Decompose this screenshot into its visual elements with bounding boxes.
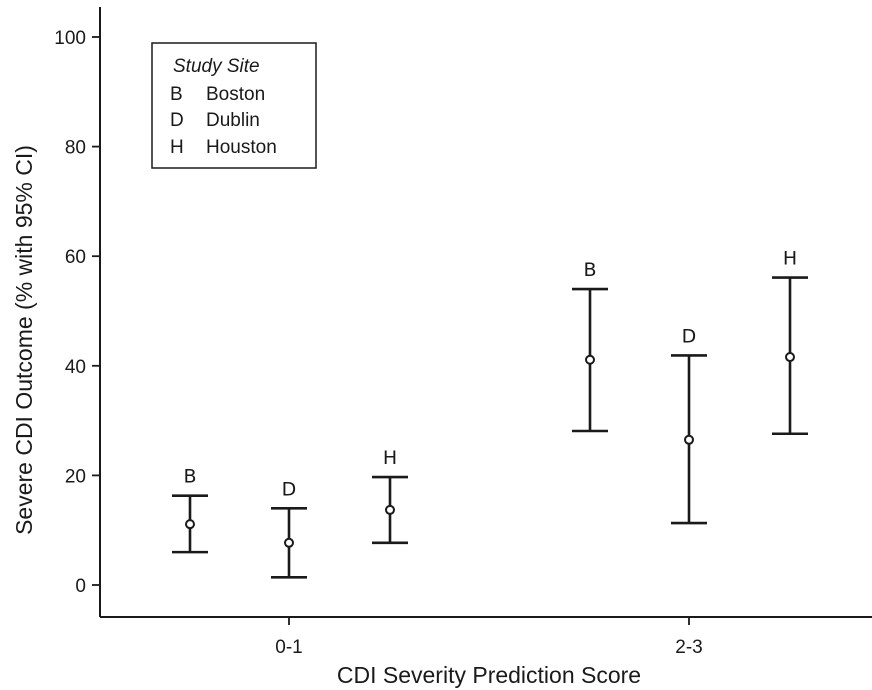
site-letter-label: H — [783, 248, 797, 270]
data-point — [385, 504, 395, 515]
legend-code-boston: B — [170, 84, 183, 105]
site-letter-label: D — [682, 325, 697, 347]
x-tick-label: 2-3 — [675, 637, 702, 658]
y-tick-label: 60 — [65, 247, 86, 268]
data-point — [684, 434, 694, 445]
y-tick-label: 0 — [75, 576, 86, 597]
site-letter-label: H — [383, 447, 397, 469]
legend-code-dublin: D — [170, 110, 184, 131]
legend-label-boston: Boston — [206, 84, 265, 105]
site-letter-label: B — [583, 259, 596, 281]
legend-label-dublin: Dublin — [206, 110, 260, 131]
legend-label-houston: Houston — [206, 137, 277, 158]
data-point — [785, 352, 795, 363]
legend-box — [151, 42, 317, 169]
legend: Study Site B Boston D Dublin H Houston — [151, 42, 317, 169]
x-tick-label: 0-1 — [275, 637, 302, 658]
data-point — [185, 519, 195, 530]
data-marks: B B D D H H — [172, 248, 808, 579]
axes: 0 20 40 60 80 100 0-1 2-3 — [54, 7, 872, 658]
y-tick-label: 80 — [65, 138, 86, 159]
legend-title: Study Site — [173, 56, 260, 77]
data-point — [284, 537, 294, 548]
site-letter-label: D — [282, 478, 297, 500]
y-tick-label: 40 — [65, 357, 86, 378]
x-axis-title: CDI Severity Prediction Score — [337, 662, 641, 688]
y-tick-label: 100 — [54, 28, 86, 49]
legend-code-houston: H — [170, 137, 184, 158]
site-letter-label: B — [183, 466, 196, 488]
y-tick-label: 20 — [65, 466, 86, 487]
y-axis-title: Severe CDI Outcome (% with 95% CI) — [11, 145, 37, 535]
data-point — [585, 354, 595, 365]
